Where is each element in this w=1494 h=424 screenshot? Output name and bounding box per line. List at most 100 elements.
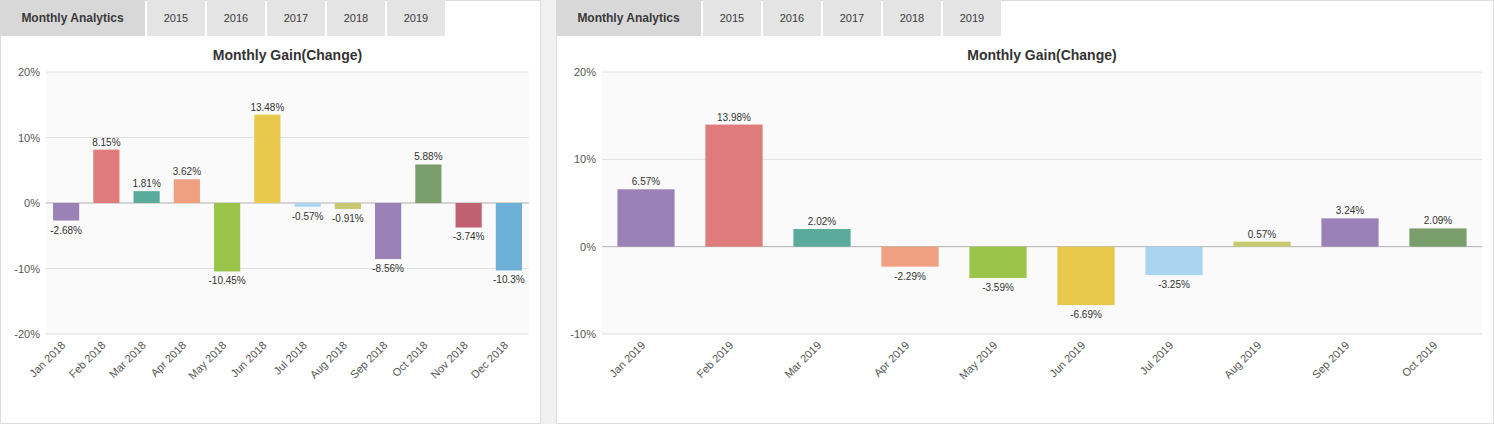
x-tick-label: Apr 2018 [148, 339, 188, 379]
bars [53, 115, 522, 272]
panel: Monthly Analytics 2015 2016 2017 2018 2019 Mon… [0, 0, 541, 424]
bar [1057, 247, 1114, 305]
tab-background [556, 0, 701, 36]
tab-label: Monthly Analytics [21, 11, 124, 25]
data-label: -3.59% [982, 282, 1014, 293]
x-tick-label: Mar 2018 [107, 339, 148, 380]
x-tick-label: Feb 2019 [694, 339, 735, 380]
data-label: 5.88% [414, 151, 442, 162]
data-label: 1.81% [132, 178, 160, 189]
tab-label: 2015 [164, 12, 188, 24]
x-tick-label: Oct 2019 [1399, 339, 1439, 379]
tab-background [763, 0, 821, 36]
data-label: 8.15% [92, 137, 120, 148]
bar [1145, 247, 1202, 275]
chart-title: Monthly Gain(Change) [967, 47, 1116, 63]
y-tick-label: -20% [14, 328, 40, 340]
tab-label: Monthly Analytics [577, 11, 680, 25]
data-label: 13.48% [250, 102, 284, 113]
panel-background [1, 1, 541, 424]
bar [456, 203, 482, 227]
x-tick-label: May 2019 [957, 339, 1000, 382]
x-tick-label: Feb 2018 [66, 339, 107, 380]
data-label: -2.29% [894, 271, 926, 282]
grid-line [602, 72, 1482, 73]
figure: Monthly Analytics 2015 2016 2017 2018 2019 Mon… [0, 0, 1494, 424]
grid-line [46, 334, 529, 335]
data-label: 0.57% [1248, 229, 1276, 240]
x-tick-label: Sep 2018 [348, 339, 390, 381]
x-tick-label: Aug 2018 [307, 339, 349, 381]
tab-background [0, 0, 145, 36]
bar [375, 203, 401, 259]
x-tick-label: Nov 2018 [428, 339, 470, 381]
tab-background [207, 0, 265, 36]
x-tick-label: Mar 2019 [782, 339, 823, 380]
bar [93, 150, 119, 203]
data-label: -8.56% [372, 263, 404, 274]
y-tick-label: 0% [580, 241, 596, 253]
y-tick-label: 10% [574, 153, 596, 165]
tab-label: 2017 [284, 12, 308, 24]
bar [881, 247, 938, 267]
tab-background [943, 0, 1001, 36]
data-label: -3.25% [1158, 279, 1190, 290]
x-tick-label: Aug 2019 [1222, 339, 1264, 381]
tab-label: 2018 [900, 12, 924, 24]
bars [617, 125, 1466, 306]
bar [1409, 228, 1466, 246]
y-tick-label: 0% [24, 197, 40, 209]
x-tick-label: Jul 2019 [1138, 339, 1176, 377]
bar [335, 203, 361, 209]
plot-background [602, 72, 1482, 334]
grid-line [46, 72, 529, 73]
tab-label: 2016 [780, 12, 804, 24]
tab-label: 2017 [840, 12, 864, 24]
tab-background [703, 0, 761, 36]
y-tick-label: 20% [18, 66, 40, 78]
tab-label: 2016 [224, 12, 248, 24]
data-label: 13.98% [717, 112, 751, 123]
x-tick-label: Dec 2018 [469, 339, 511, 381]
tab-background [267, 0, 325, 36]
bar [254, 115, 280, 203]
tab-background [823, 0, 881, 36]
bar [793, 229, 850, 247]
tab-label: 2019 [404, 12, 428, 24]
panel: Monthly Analytics20152016201720182019Mon… [556, 0, 1494, 424]
bar [496, 203, 522, 270]
bar [134, 191, 160, 203]
tab-label: 2018 [344, 12, 368, 24]
tab-background [883, 0, 941, 36]
data-label: -10.3% [493, 274, 525, 285]
y-tick-label: 20% [574, 66, 596, 78]
grid-line [46, 268, 529, 269]
x-tick-label: Sep 2019 [1310, 339, 1352, 381]
y-tick-label: -10% [14, 263, 40, 275]
x-tick-label: Jan 2019 [607, 339, 647, 379]
data-label: -3.74% [453, 231, 485, 242]
panel-background [557, 1, 1494, 424]
bar [174, 179, 200, 203]
bar [415, 164, 441, 203]
tab-background [387, 0, 445, 36]
data-labels: -2.68%8.15%1.81%3.62%-10.45%13.48%-0.57%… [50, 102, 525, 287]
bar [705, 125, 762, 247]
data-label: 2.09% [1424, 215, 1452, 226]
chart-title: Monthly Gain(Change) [213, 47, 362, 63]
tab-label: 2015 [720, 12, 744, 24]
bar [53, 203, 79, 221]
bar [1321, 218, 1378, 246]
y-tick-label: -10% [570, 328, 596, 340]
x-tick-label: Jul 2018 [271, 339, 309, 377]
x-tick-label: Jun 2018 [228, 339, 268, 379]
bar [617, 189, 674, 246]
data-label: -6.69% [1070, 309, 1102, 320]
data-labels: 6.57%13.98%2.02%-2.29%-3.59%-6.69%-3.25%… [632, 112, 1452, 321]
data-label: -0.57% [292, 211, 324, 222]
data-label: 2.02% [808, 216, 836, 227]
tab-background [327, 0, 385, 36]
data-label: 3.62% [173, 166, 201, 177]
tab-background [147, 0, 205, 36]
data-label: 3.24% [1336, 205, 1364, 216]
